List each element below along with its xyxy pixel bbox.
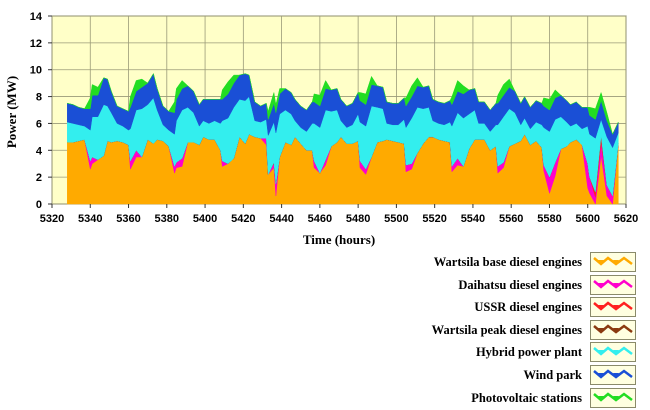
legend-label: Photovoltaic stations <box>471 390 582 405</box>
legend-label: Hybrid power plant <box>475 345 582 360</box>
legend-item-wind-park: Wind park <box>420 364 640 388</box>
y-tick-label: 12 <box>30 38 42 50</box>
area-wartsila-base-diesel-engines <box>67 133 619 205</box>
y-axis-label: Power (MW) <box>4 76 19 148</box>
legend-item-hybrid-power-plant: Hybrid power plant <box>420 342 640 365</box>
legend-swatch <box>590 274 636 295</box>
legend-item-wartsila-peak-diesel-engines: Wartsila peak diesel engines <box>420 319 640 343</box>
legend-swatch <box>590 387 636 408</box>
legend-swatch <box>590 342 636 363</box>
x-tick-label: 5540 <box>461 213 485 225</box>
x-tick-label: 5620 <box>614 213 638 225</box>
x-tick-label: 5580 <box>537 213 561 225</box>
legend-label: Wartsila peak diesel engines <box>431 322 582 337</box>
legend-label: Wind park <box>523 367 582 382</box>
y-tick-label: 8 <box>36 92 42 104</box>
legend-swatch <box>590 252 636 272</box>
area-photovoltaic-stations <box>67 73 619 135</box>
x-tick-label: 5400 <box>193 213 217 225</box>
y-tick-label: 10 <box>30 65 42 77</box>
legend: Wartsila base diesel engines Daihatsu die… <box>420 252 640 410</box>
legend-label: Daihatsu diesel engines <box>458 277 582 292</box>
x-tick-label: 5420 <box>231 213 255 225</box>
x-tick-label: 5380 <box>155 213 179 225</box>
y-tick-label: 0 <box>36 199 42 211</box>
x-tick-label: 5320 <box>40 213 64 225</box>
x-tick-label: 5500 <box>384 213 408 225</box>
x-tick-label: 5520 <box>422 213 446 225</box>
x-tick-label: 5480 <box>346 213 370 225</box>
x-tick-label: 5600 <box>575 213 599 225</box>
legend-label: Wartsila base diesel engines <box>433 255 582 269</box>
x-tick-label: 5560 <box>499 213 523 225</box>
legend-swatch <box>590 364 636 385</box>
legend-swatch <box>590 297 636 318</box>
legend-label: USSR diesel engines <box>474 300 582 315</box>
y-tick-label: 4 <box>36 145 43 157</box>
axes: 5320 5340 5360 5380 5400 5420 5440 5460 5480 5500… <box>30 11 638 225</box>
legend-item-wartsila-base-diesel-engines: Wartsila base diesel engines <box>420 252 640 275</box>
stacked-areas <box>67 73 619 205</box>
x-tick-label: 5340 <box>78 213 102 225</box>
x-axis-label: Time (hours) <box>303 232 375 247</box>
x-tick-label: 5360 <box>116 213 140 225</box>
x-tick-label: 5460 <box>308 213 332 225</box>
legend-item-ussr-diesel-engines: USSR diesel engines <box>420 297 640 320</box>
y-tick-label: 14 <box>30 11 43 23</box>
y-tick-label: 2 <box>36 172 42 184</box>
y-tick-label: 6 <box>36 118 42 130</box>
legend-item-daihatsu-diesel-engines: Daihatsu diesel engines <box>420 274 640 298</box>
legend-swatch <box>590 319 636 340</box>
x-tick-label: 5440 <box>269 213 293 225</box>
legend-item-photovoltaic-stations: Photovoltaic stations <box>420 387 640 410</box>
